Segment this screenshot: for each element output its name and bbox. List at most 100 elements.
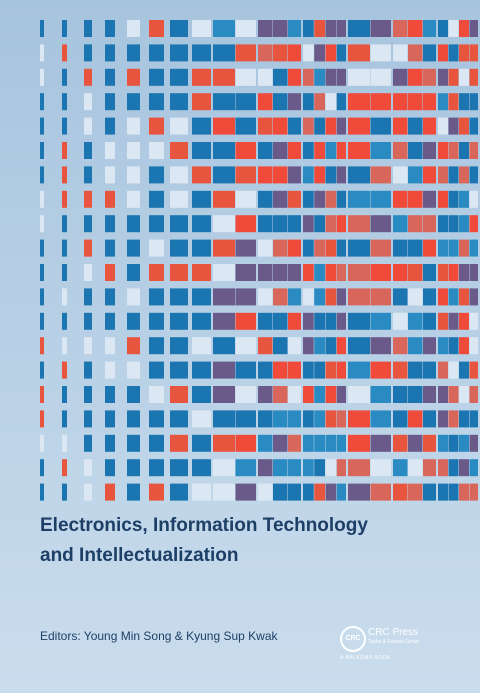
pattern-cell [170,117,188,135]
pattern-cell [258,386,273,403]
pattern-cell [408,337,423,355]
pattern-cell [105,166,115,184]
pattern-cell [370,483,391,501]
pattern-cell [408,264,423,281]
pattern-cell [273,410,288,428]
pattern-cell [348,190,370,208]
pattern-cell [288,215,301,233]
pattern-cell [235,190,256,208]
pattern-cell [213,312,235,330]
pattern-cell [127,361,140,379]
pattern-cell [40,142,44,159]
pattern-cell [258,459,273,477]
pattern-cell [459,166,469,184]
pattern-cell [423,117,436,135]
pattern-cell [408,93,423,111]
pattern-cell [423,361,436,379]
pattern-cell [258,166,273,184]
pattern-cell [192,166,211,184]
pattern-cell [438,264,448,281]
pattern-cell [273,483,288,501]
pattern-cell [423,215,436,233]
pattern-cell [393,166,408,184]
pattern-cell [288,68,301,86]
pattern-cell [408,20,423,37]
pattern-cell [325,434,337,452]
pattern-cell [314,312,325,330]
pattern-cell [325,239,337,257]
pattern-cell [235,117,256,135]
pattern-cell [314,386,325,403]
pattern-cell [325,264,337,281]
pattern-cell [423,190,436,208]
pattern-cell [84,312,92,330]
pattern-cell [459,93,469,111]
pattern-cell [469,483,478,501]
pattern-cell [213,386,235,403]
pattern-cell [336,117,346,135]
pattern-cell [288,361,301,379]
pattern-cell [408,459,423,477]
pattern-cell [336,337,346,355]
pattern-cell [438,20,448,37]
pattern-cell [192,312,211,330]
pattern-cell [448,166,459,184]
pattern-cell [469,166,478,184]
pattern-cell [258,264,273,281]
pattern-cell [408,288,423,306]
pattern-cell [448,410,459,428]
pattern-cell [348,434,370,452]
pattern-cell [314,68,325,86]
pattern-cell [469,264,478,281]
pattern-cell [84,190,92,208]
pattern-cell [303,215,314,233]
editors: Editors: Young Min Song & Kyung Sup Kwak [40,629,278,643]
pattern-cell [273,117,288,135]
pattern-cell [273,312,288,330]
pattern-cell [192,142,211,159]
pattern-cell [273,288,288,306]
pattern-cell [438,410,448,428]
pattern-cell [303,166,314,184]
pattern-cell [393,215,408,233]
pattern-cell [62,239,67,257]
pattern-cell [370,459,391,477]
pattern-cell [170,142,188,159]
pattern-cell [348,288,370,306]
pattern-cell [62,386,67,403]
pattern-cell [105,44,115,62]
pattern-cell [336,166,346,184]
pattern-cell [393,93,408,111]
pattern-cell [438,483,448,501]
pattern-cell [105,215,115,233]
pattern-cell [336,386,346,403]
pattern-cell [448,361,459,379]
pattern-cell [127,288,140,306]
pattern-cell [459,117,469,135]
pattern-cell [303,288,314,306]
pattern-cell [336,312,346,330]
pattern-cell [393,386,408,403]
pattern-cell [408,142,423,159]
pattern-cell [393,483,408,501]
pattern-cell [370,410,391,428]
pattern-cell [213,239,235,257]
pattern-cell [149,361,164,379]
pattern-cell [348,20,370,37]
pattern-cell [459,459,469,477]
pattern-cell [273,142,288,159]
pattern-cell [423,142,436,159]
pattern-cell [393,117,408,135]
pattern-cell [105,93,115,111]
pattern-cell [105,264,115,281]
pattern-cell [273,264,288,281]
pattern-cell [288,190,301,208]
pattern-cell [235,20,256,37]
pattern-cell [62,434,67,452]
pattern-cell [258,361,273,379]
pattern-cell [469,312,478,330]
pattern-cell [469,410,478,428]
pattern-cell [127,312,140,330]
pattern-cell [40,166,44,184]
pattern-cell [348,93,370,111]
